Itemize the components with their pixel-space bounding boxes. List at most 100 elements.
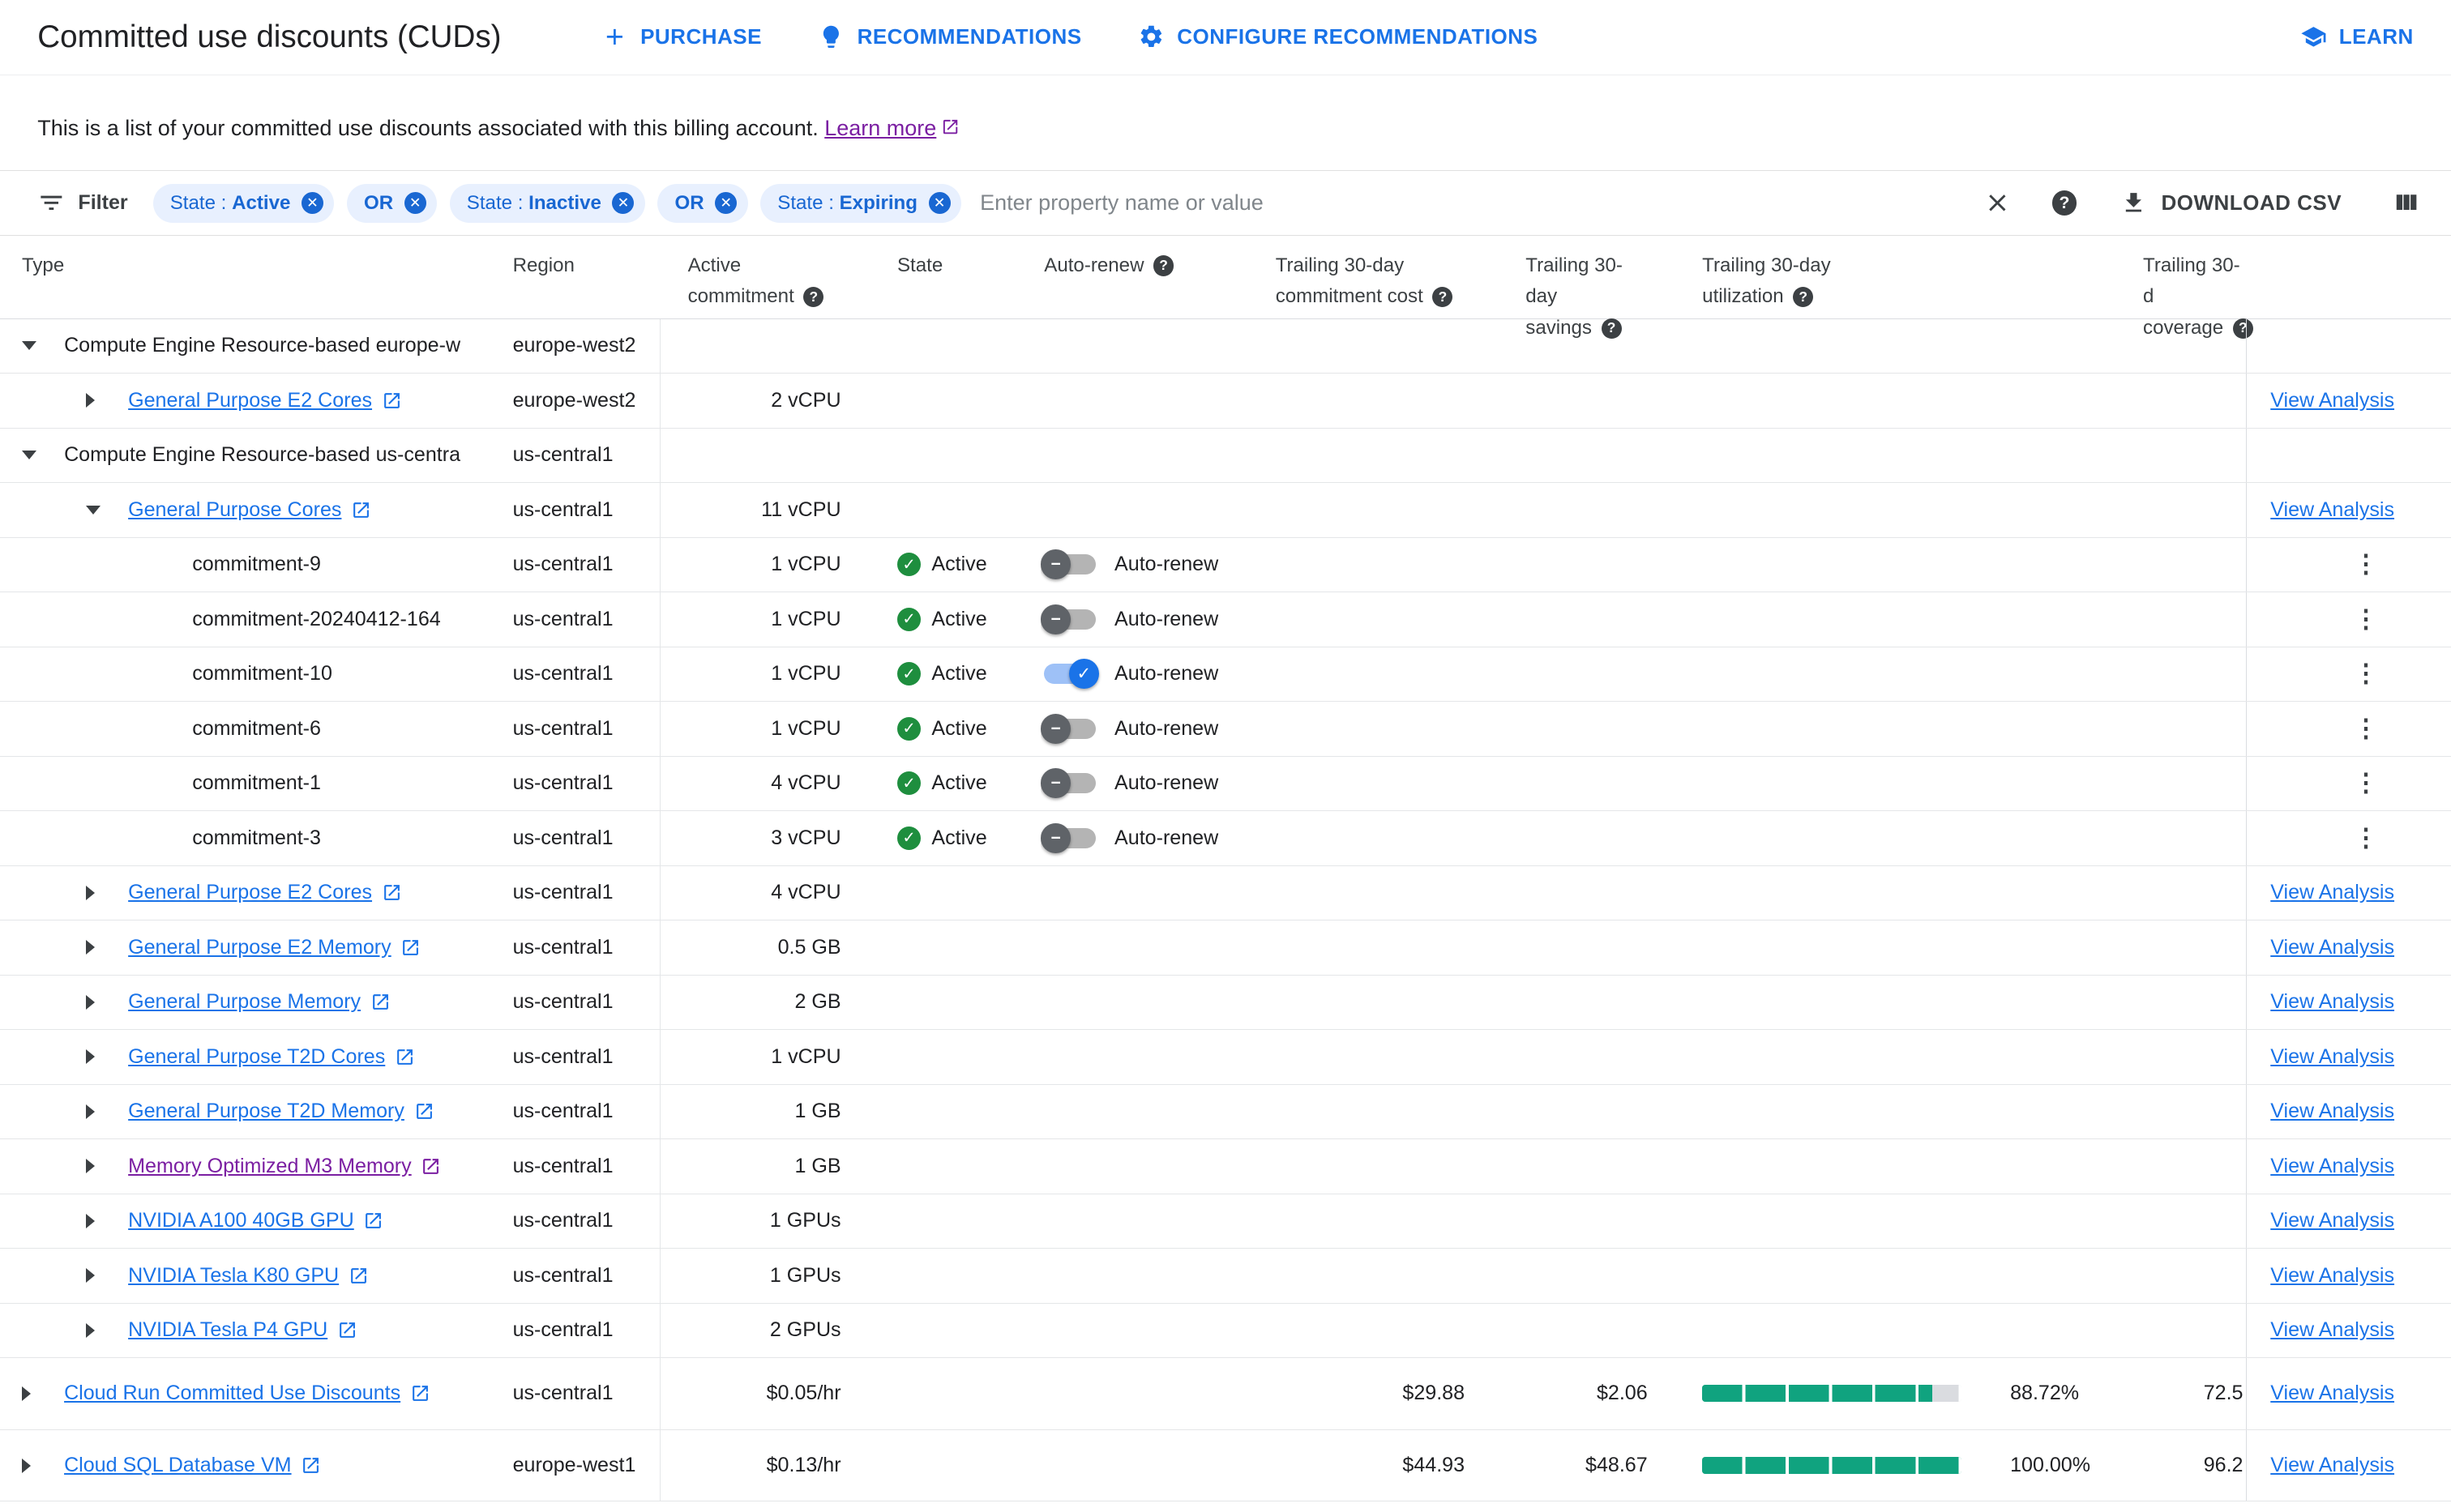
learn-button[interactable]: LEARN: [2300, 23, 2414, 50]
help-icon[interactable]: [1153, 255, 1174, 276]
utilization-cell: [1666, 1139, 2102, 1194]
column-display-button[interactable]: [2382, 180, 2429, 227]
view-analysis-link[interactable]: View Analysis: [2270, 1044, 2395, 1068]
expand-toggle-icon[interactable]: [86, 1049, 128, 1064]
view-analysis-link[interactable]: View Analysis: [2270, 935, 2395, 959]
state-cell: Active: [869, 647, 1041, 702]
coverage-cell: [2102, 429, 2246, 483]
help-icon[interactable]: [1432, 287, 1453, 308]
auto-renew-toggle[interactable]: [1041, 768, 1096, 799]
purchase-button[interactable]: PURCHASE: [601, 23, 762, 50]
type-link[interactable]: General Purpose E2 Memory: [128, 936, 421, 959]
commitment-cost-cell: [1251, 920, 1485, 975]
remove-chip-icon[interactable]: [928, 192, 951, 215]
help-icon[interactable]: [803, 287, 824, 308]
type-link[interactable]: NVIDIA Tesla K80 GPU: [128, 1264, 369, 1288]
utilization-cell: [1666, 647, 2102, 702]
expand-toggle-icon[interactable]: [86, 995, 128, 1010]
view-analysis-link[interactable]: View Analysis: [2270, 881, 2395, 904]
filter-chip[interactable]: OR: [346, 183, 438, 223]
remove-chip-icon[interactable]: [715, 192, 738, 215]
utilization-cell: [1666, 866, 2102, 920]
view-analysis-link[interactable]: View Analysis: [2270, 1263, 2395, 1287]
kebab-menu-icon[interactable]: [2353, 826, 2378, 851]
expand-toggle-icon[interactable]: [86, 886, 128, 900]
type-link[interactable]: Memory Optimized M3 Memory: [128, 1155, 441, 1178]
expand-toggle-icon[interactable]: [86, 506, 128, 515]
clear-filters-button[interactable]: [1974, 180, 2021, 227]
expand-toggle-icon[interactable]: [86, 393, 128, 408]
expand-toggle-icon[interactable]: [86, 1323, 128, 1338]
auto-renew-toggle[interactable]: [1044, 659, 1099, 690]
external-link-icon: [403, 939, 419, 955]
state-cell: [869, 374, 1041, 428]
expand-toggle-icon[interactable]: [22, 1459, 64, 1473]
view-analysis-link[interactable]: View Analysis: [2270, 1454, 2395, 1477]
type-link[interactable]: NVIDIA Tesla P4 GPU: [128, 1318, 357, 1342]
help-icon[interactable]: [1601, 318, 1622, 339]
kebab-menu-icon[interactable]: [2353, 716, 2378, 741]
view-analysis-link[interactable]: View Analysis: [2270, 388, 2395, 412]
remove-chip-icon[interactable]: [612, 192, 635, 215]
auto-renew-label: Auto-renew: [1114, 771, 1219, 795]
remove-chip-icon[interactable]: [301, 192, 323, 215]
type-link[interactable]: General Purpose T2D Memory: [128, 1100, 434, 1123]
auto-renew-toggle[interactable]: [1041, 549, 1096, 580]
region-cell: us-central1: [512, 1318, 614, 1342]
expand-toggle-icon[interactable]: [86, 1268, 128, 1283]
auto-renew-toggle[interactable]: [1041, 822, 1096, 853]
active-check-icon: [896, 826, 921, 850]
type-link[interactable]: General Purpose E2 Cores: [128, 881, 402, 904]
auto-renew-toggle[interactable]: [1041, 713, 1096, 744]
expand-toggle-icon[interactable]: [22, 451, 64, 459]
state-cell: [869, 1030, 1041, 1084]
view-analysis-link[interactable]: View Analysis: [2270, 1209, 2395, 1232]
expand-toggle-icon[interactable]: [86, 1159, 128, 1173]
configure-recommendations-button[interactable]: CONFIGURE RECOMMENDATIONS: [1138, 23, 1538, 50]
region-cell: us-central1: [512, 1209, 614, 1232]
kebab-menu-icon[interactable]: [2353, 552, 2378, 577]
filter-chip[interactable]: OR: [657, 183, 748, 223]
help-icon[interactable]: [2232, 318, 2253, 339]
recommendations-button[interactable]: RECOMMENDATIONS: [818, 23, 1081, 50]
type-link[interactable]: General Purpose T2D Cores: [128, 1045, 415, 1069]
filter-chip[interactable]: State : Inactive: [449, 183, 645, 223]
expand-toggle-icon[interactable]: [22, 341, 64, 350]
expand-toggle-icon[interactable]: [86, 1214, 128, 1228]
type-link[interactable]: General Purpose Memory: [128, 990, 391, 1014]
coverage-cell: [2102, 1304, 2246, 1358]
remove-chip-icon[interactable]: [404, 192, 426, 215]
filter-button[interactable]: Filter: [37, 189, 128, 217]
view-analysis-link[interactable]: View Analysis: [2270, 498, 2395, 521]
kebab-menu-icon[interactable]: [2353, 607, 2378, 632]
expand-toggle-icon[interactable]: [22, 1386, 64, 1401]
type-link[interactable]: Cloud SQL Database VM: [64, 1454, 321, 1477]
type-link[interactable]: General Purpose Cores: [128, 498, 371, 522]
coverage-cell: [2102, 920, 2246, 975]
auto-renew-toggle[interactable]: [1041, 604, 1096, 634]
help-icon[interactable]: [1793, 287, 1814, 308]
download-csv-button[interactable]: DOWNLOAD CSV: [2120, 190, 2342, 216]
kebab-menu-icon[interactable]: [2353, 661, 2378, 686]
type-cell: commitment-20240412-164: [0, 592, 503, 647]
view-analysis-link[interactable]: View Analysis: [2270, 1100, 2395, 1123]
expand-toggle-icon[interactable]: [86, 1104, 128, 1119]
learn-more-link[interactable]: Learn more: [824, 116, 960, 140]
kebab-menu-icon[interactable]: [2353, 771, 2378, 796]
type-cell: Cloud SQL Database VM: [0, 1430, 503, 1501]
region-cell: us-central1: [512, 935, 614, 959]
expand-toggle-icon[interactable]: [86, 940, 128, 955]
type-link[interactable]: Cloud Run Committed Use Discounts: [64, 1382, 430, 1405]
view-analysis-link[interactable]: View Analysis: [2270, 1382, 2395, 1405]
view-analysis-link[interactable]: View Analysis: [2270, 1154, 2395, 1177]
type-link[interactable]: General Purpose E2 Cores: [128, 389, 402, 412]
view-analysis-link[interactable]: View Analysis: [2270, 990, 2395, 1014]
type-link[interactable]: NVIDIA A100 40GB GPU: [128, 1209, 383, 1232]
filter-input[interactable]: [980, 190, 1974, 216]
filter-help-button[interactable]: [2042, 182, 2086, 225]
filter-chip[interactable]: State : Expiring: [760, 183, 961, 223]
action-cell: View Analysis: [2246, 865, 2451, 920]
filter-chip[interactable]: State : Active: [152, 183, 335, 223]
configure-label: CONFIGURE RECOMMENDATIONS: [1177, 24, 1538, 49]
view-analysis-link[interactable]: View Analysis: [2270, 1318, 2395, 1342]
